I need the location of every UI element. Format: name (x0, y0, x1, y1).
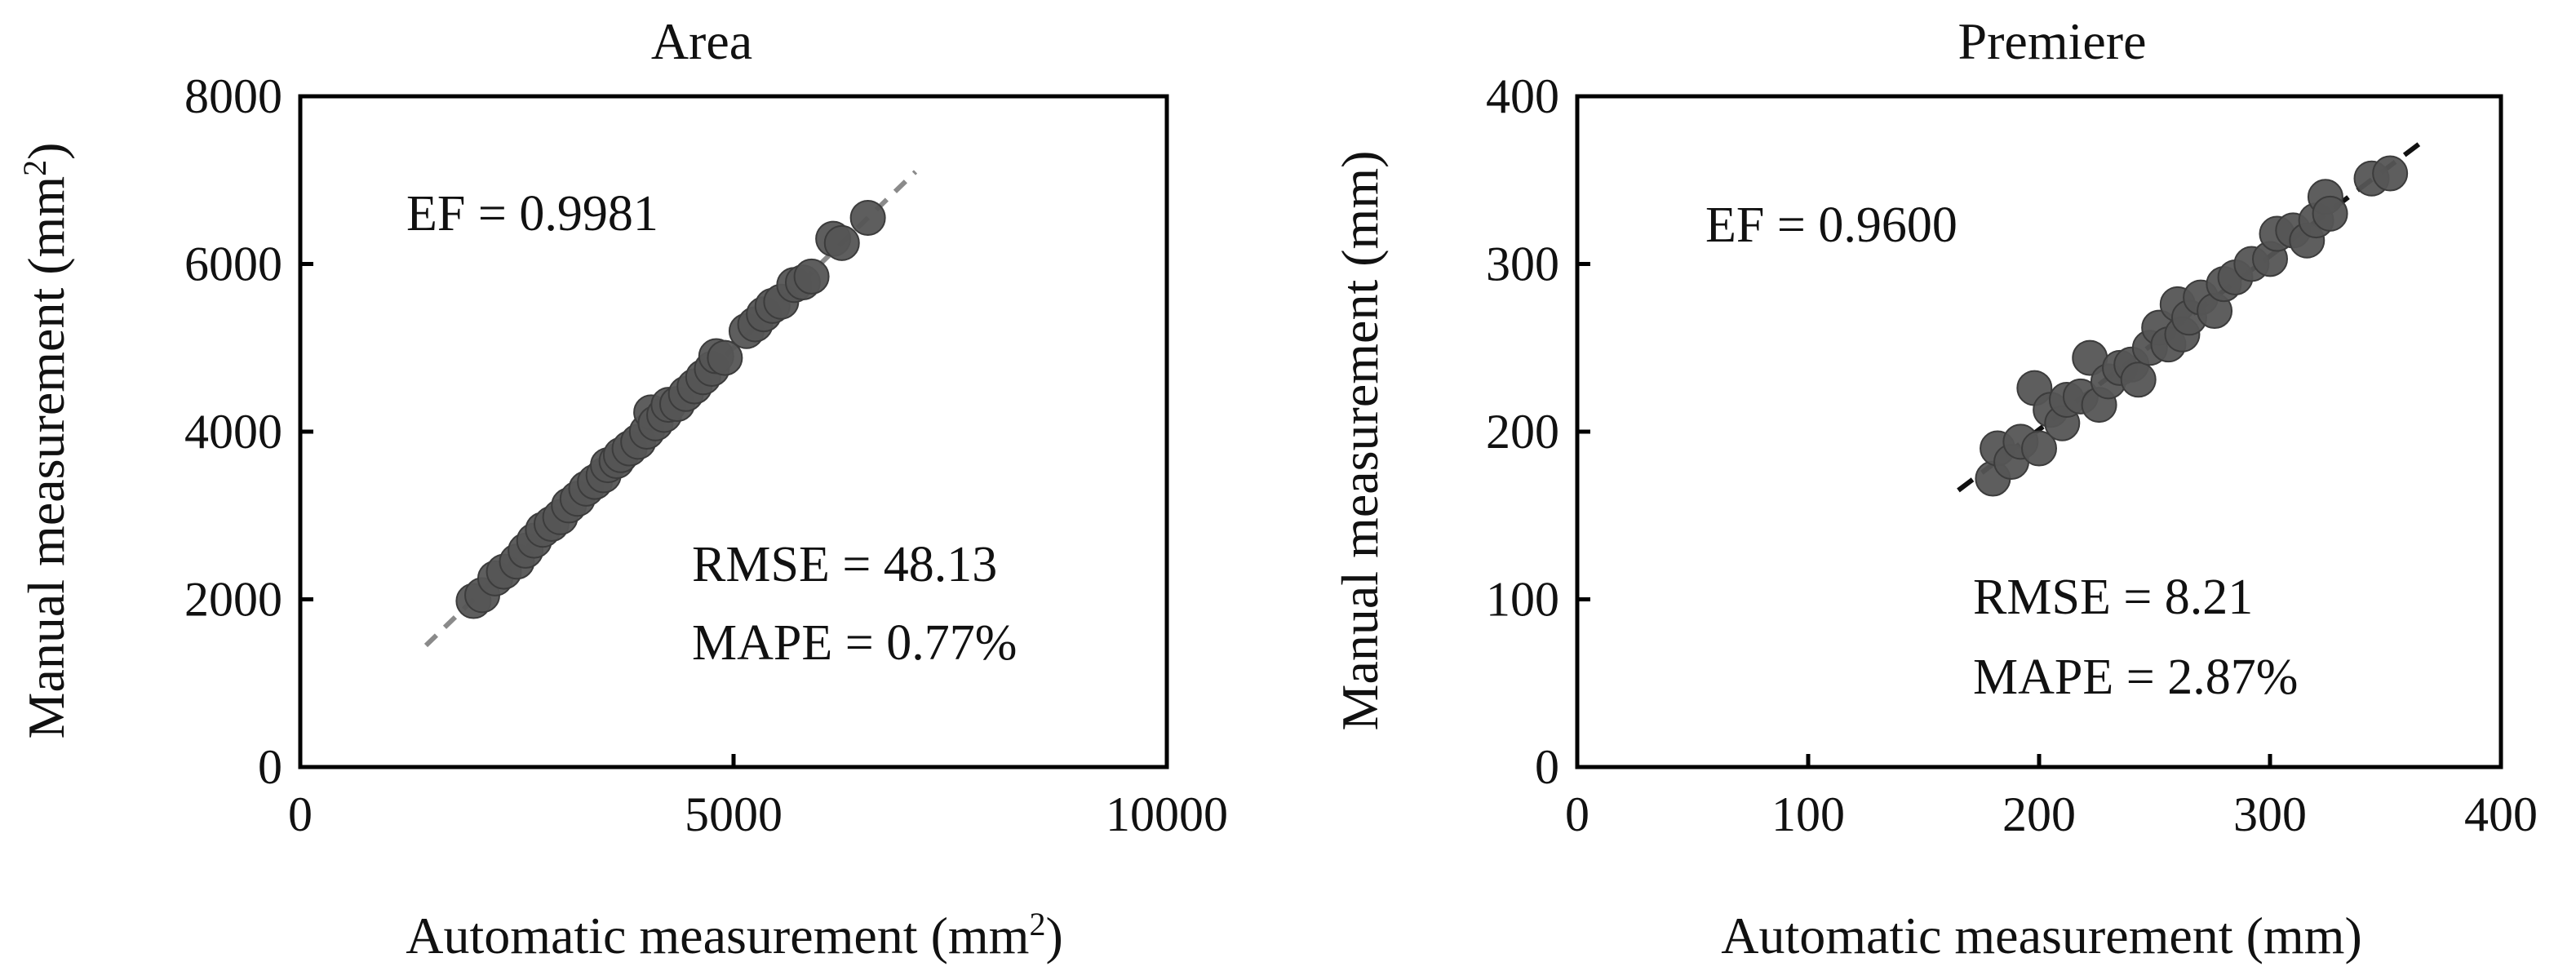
area-x-tick-label: 5000 (685, 787, 783, 841)
area-data-point (793, 258, 830, 295)
area-x-axis-label: Automatic measurement (mm2) (406, 906, 1063, 965)
premiere-ef-annotation: EF = 0.9600 (1705, 197, 1957, 253)
area-data-point (707, 339, 743, 376)
area-y-tick-label: 6000 (184, 237, 282, 291)
area-x-tick-label: 0 (288, 787, 313, 841)
area-x-ticks: 0 5000 10000 (288, 754, 1228, 841)
premiere-x-ticks: 0 100 200 300 400 (1565, 754, 2538, 841)
premiere-data-point (2312, 195, 2348, 232)
area-y-tick-label: 4000 (184, 405, 282, 459)
area-y-ticks: 0 2000 4000 6000 8000 (184, 69, 313, 794)
premiere-x-axis-label: Automatic measurement (mm) (1721, 907, 2362, 964)
premiere-chart: Premiere 0 100 200 300 400 0 100 200 300 400 EF … (1331, 12, 2538, 964)
premiere-data-point (2021, 430, 2057, 467)
premiere-x-tick-label: 0 (1565, 787, 1589, 841)
premiere-x-tick-label: 100 (1771, 787, 1845, 841)
premiere-y-tick-label: 300 (1486, 237, 1559, 291)
area-y-tick-label: 0 (258, 740, 282, 794)
premiere-points-group (1975, 155, 2409, 497)
premiere-y-tick-label: 400 (1486, 69, 1559, 123)
area-x-tick-label: 10000 (1106, 787, 1228, 841)
premiere-x-tick-label: 200 (2002, 787, 2076, 841)
premiere-rmse-annotation: RMSE = 8.21 (1973, 570, 2253, 625)
area-ef-annotation: EF = 0.9981 (406, 186, 658, 242)
area-y-axis-label: Manual measurement (mm2) (16, 143, 76, 739)
premiere-y-ticks: 0 100 200 300 400 (1486, 69, 1590, 794)
area-data-point (849, 199, 886, 236)
area-chart-title: Area (651, 12, 752, 70)
area-rmse-annotation: RMSE = 48.13 (692, 537, 997, 592)
area-mape-annotation: MAPE = 0.77% (692, 615, 1017, 671)
premiere-data-point (2372, 155, 2409, 192)
premiere-y-tick-label: 100 (1486, 573, 1559, 627)
premiere-mape-annotation: MAPE = 2.87% (1973, 650, 2298, 705)
premiere-x-tick-label: 400 (2464, 787, 2538, 841)
area-points-group (455, 199, 886, 619)
premiere-y-tick-label: 200 (1486, 405, 1559, 459)
premiere-chart-title: Premiere (1958, 12, 2147, 70)
area-y-tick-label: 2000 (184, 573, 282, 627)
premiere-y-axis-label: Manual measurement (mm) (1331, 151, 1389, 731)
premiere-y-tick-label: 0 (1535, 740, 1559, 794)
premiere-data-point (2120, 361, 2157, 398)
premiere-x-tick-label: 300 (2233, 787, 2307, 841)
area-data-point (823, 224, 860, 261)
area-y-tick-label: 8000 (184, 69, 282, 123)
area-chart: Area 0 5000 10000 0 2000 4000 6000 8000 EF = 0… (16, 12, 1229, 964)
